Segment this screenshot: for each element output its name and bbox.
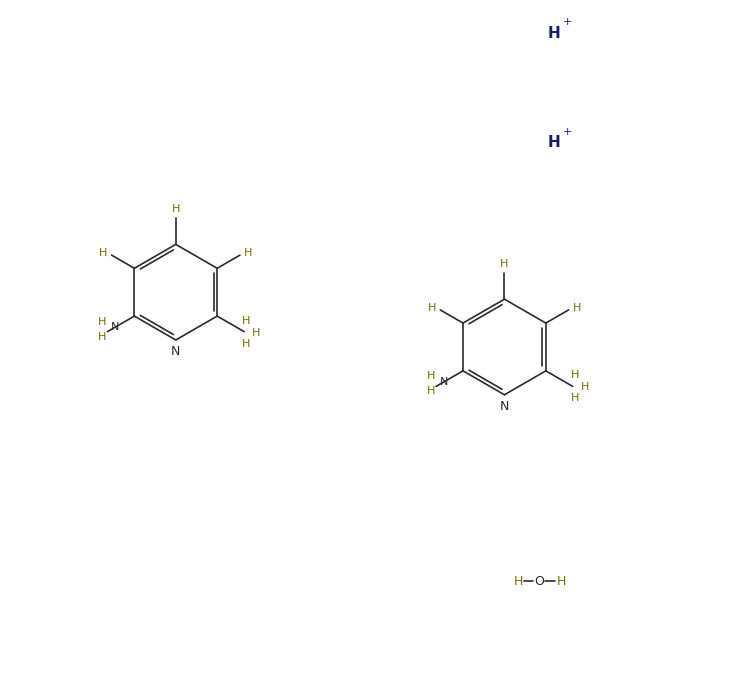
Text: O: O (534, 575, 545, 588)
Text: H: H (427, 387, 435, 396)
Text: H: H (547, 26, 561, 41)
Text: H: H (242, 315, 250, 326)
Text: H: H (571, 370, 579, 380)
Text: H: H (571, 393, 579, 403)
Text: +: + (563, 127, 572, 137)
Text: H: H (556, 575, 566, 588)
Text: H: H (428, 303, 436, 313)
Text: H: H (98, 317, 106, 327)
Text: H: H (580, 383, 589, 393)
Text: H: H (514, 575, 523, 588)
Text: H: H (244, 248, 252, 258)
Text: H: H (242, 338, 250, 349)
Text: N: N (440, 377, 448, 387)
Text: N: N (500, 400, 509, 413)
Text: H: H (171, 204, 180, 214)
Text: H: H (500, 259, 509, 269)
Text: +: + (563, 18, 572, 27)
Text: N: N (111, 322, 120, 332)
Text: H: H (252, 328, 260, 338)
Text: H: H (98, 332, 106, 342)
Text: H: H (547, 135, 561, 150)
Text: N: N (171, 345, 181, 358)
Text: H: H (427, 372, 435, 381)
Text: H: H (99, 248, 108, 258)
Text: H: H (572, 303, 581, 313)
